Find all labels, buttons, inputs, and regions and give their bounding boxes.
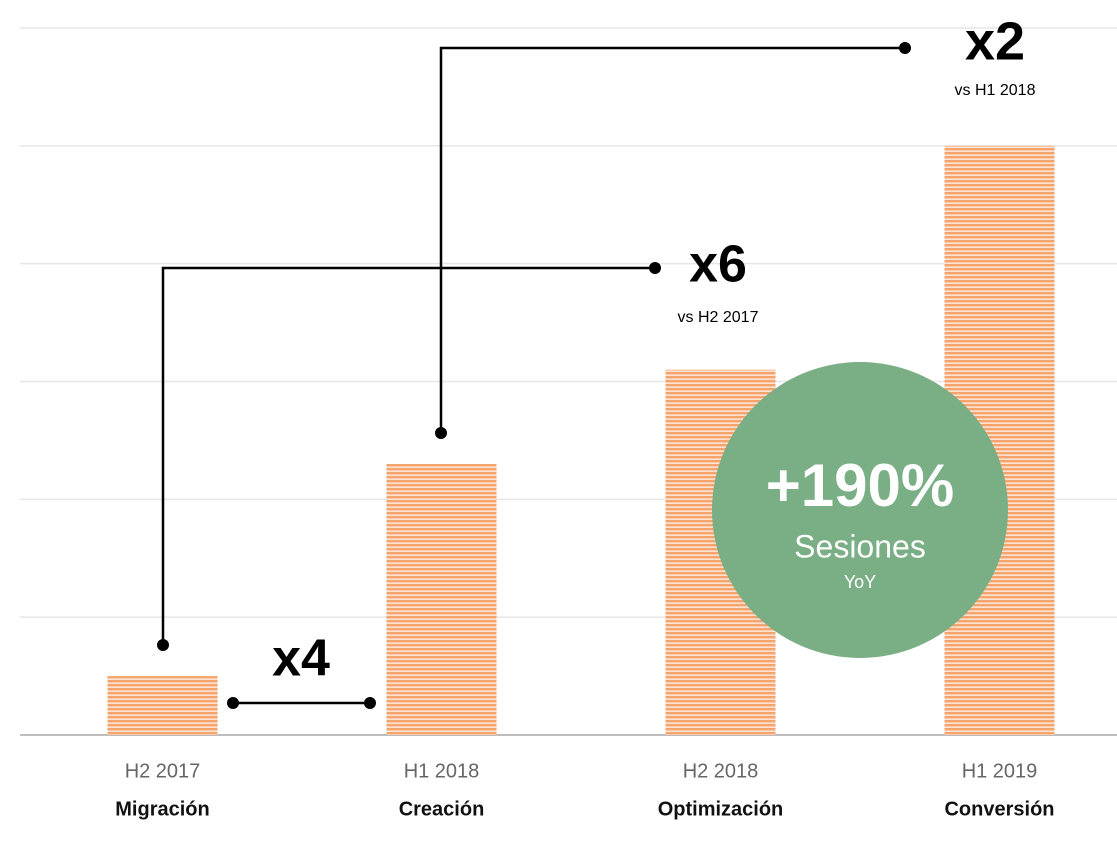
dot [364, 697, 376, 709]
annotation: x6 [689, 236, 747, 294]
grid [20, 27, 1117, 736]
annotation: x4 [272, 630, 330, 688]
bar [386, 463, 497, 735]
dot [157, 639, 169, 651]
annotation-note: vs H1 2018 [955, 82, 1036, 99]
dot [227, 697, 239, 709]
connector-x2 [439, 46, 905, 433]
x-tick-label: H1 2018 [404, 760, 480, 782]
phase-label: Migración [115, 798, 209, 820]
connector-x6 [161, 266, 655, 645]
dot [899, 42, 911, 54]
badge [712, 362, 1008, 658]
badge-sublabel: YoY [844, 572, 876, 592]
badge-label: Sesiones [794, 528, 926, 564]
phase-label: Creación [399, 798, 485, 820]
x-tick-label: H2 2018 [683, 760, 759, 782]
phase-label: Conversión [944, 798, 1054, 820]
dot [649, 262, 661, 274]
annotation-note: vs H2 2017 [678, 309, 759, 326]
x-tick-label: H1 2019 [962, 760, 1038, 782]
badge-value: +190% [766, 452, 955, 519]
x-tick-label: H2 2017 [125, 760, 201, 782]
phase-label: Optimización [658, 798, 784, 820]
dot [435, 427, 447, 439]
bar [107, 676, 218, 735]
annotation: x2 [965, 11, 1025, 71]
